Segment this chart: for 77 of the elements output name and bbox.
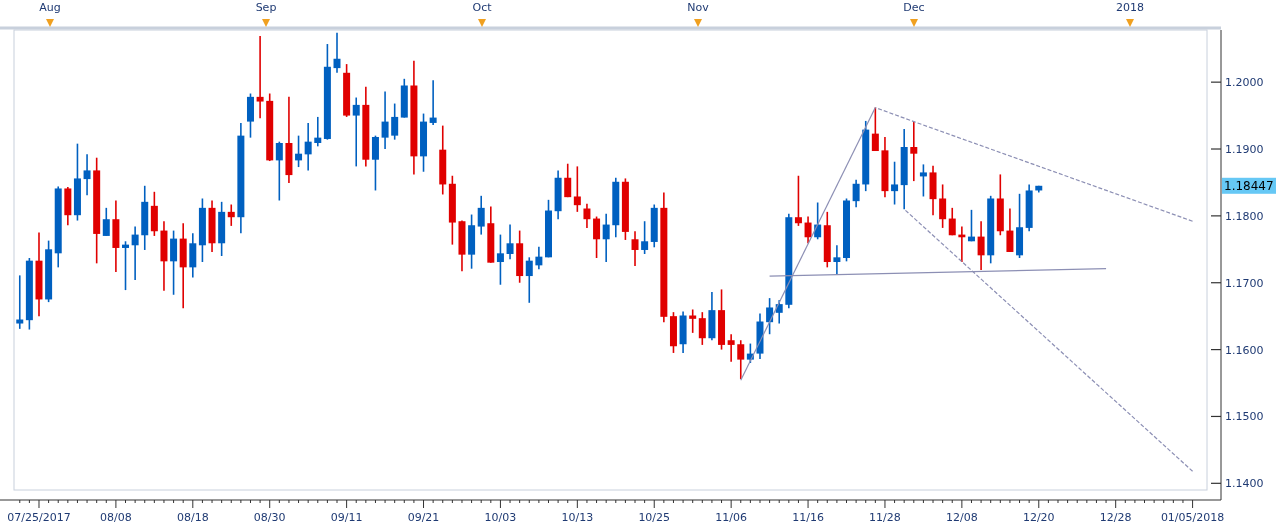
x-tick-label: 12/08 bbox=[946, 511, 978, 524]
x-tick-label: 09/11 bbox=[330, 511, 363, 524]
text: Oct bbox=[472, 1, 493, 14]
candlestick bbox=[314, 116, 322, 148]
candlestick bbox=[766, 297, 774, 336]
candlestick bbox=[891, 160, 899, 206]
candlestick bbox=[833, 244, 841, 275]
candlestick bbox=[506, 223, 514, 261]
text: 2018 bbox=[1116, 1, 1144, 14]
candlestick bbox=[496, 233, 504, 286]
candlestick bbox=[794, 174, 802, 227]
x-tick-label: 10/13 bbox=[561, 511, 594, 524]
candlestick bbox=[391, 102, 399, 141]
x-tick-label: 08/08 bbox=[100, 511, 132, 524]
text: 1.18447 bbox=[1224, 178, 1274, 193]
x-tick-label: 01/05/2018 bbox=[1160, 511, 1225, 524]
candlestick bbox=[948, 207, 956, 237]
y-tick-label: 1.2000 bbox=[1225, 76, 1264, 90]
candlestick bbox=[871, 106, 879, 152]
candlestick bbox=[698, 311, 706, 346]
x-tick-label: 12/20 bbox=[1022, 511, 1055, 524]
candlestick bbox=[939, 183, 947, 229]
y-tick-label: 1.1700 bbox=[1225, 276, 1264, 290]
x-tick-label: 08/18 bbox=[176, 511, 209, 524]
candlestick bbox=[631, 230, 639, 267]
candlestick bbox=[727, 333, 735, 363]
y-tick-label: 1.1900 bbox=[1225, 143, 1264, 157]
candlestick bbox=[275, 140, 283, 202]
x-tick-label: 11/06 bbox=[715, 511, 747, 524]
candlestick bbox=[689, 308, 697, 334]
candlestick bbox=[122, 240, 130, 291]
x-tick-label: 11/28 bbox=[869, 511, 901, 524]
x-tick-label: 12/28 bbox=[1099, 511, 1132, 524]
candlestick bbox=[583, 203, 591, 229]
candlestick bbox=[641, 220, 649, 255]
candlestick bbox=[977, 220, 985, 271]
x-tick-label: 10/25 bbox=[638, 511, 671, 524]
y-tick-label: 1.1400 bbox=[1225, 477, 1264, 491]
text: Dec bbox=[903, 1, 925, 14]
candlestick bbox=[371, 134, 379, 192]
candlestick bbox=[170, 229, 178, 296]
x-tick-label: 08/30 bbox=[253, 511, 286, 524]
candlestick bbox=[131, 225, 139, 281]
candlestick bbox=[852, 178, 860, 208]
candlestick bbox=[737, 339, 745, 380]
candlestick bbox=[477, 195, 485, 236]
candlestick bbox=[535, 245, 543, 271]
candlestick bbox=[381, 90, 389, 150]
y-tick-label: 1.1600 bbox=[1225, 343, 1264, 357]
x-tick-label: 10/03 bbox=[484, 511, 517, 524]
candlestick bbox=[304, 122, 312, 172]
candlestick bbox=[593, 215, 601, 259]
candlestick bbox=[102, 207, 110, 237]
candlestick bbox=[352, 96, 360, 168]
candlestick bbox=[573, 165, 581, 213]
x-tick-label: 07/25/2017 bbox=[7, 511, 71, 524]
candlestick bbox=[256, 35, 264, 120]
candlestick bbox=[602, 213, 610, 263]
candlestick bbox=[919, 163, 927, 198]
text: Nov bbox=[687, 1, 710, 14]
candlestick bbox=[1006, 207, 1014, 253]
candlestick bbox=[804, 215, 812, 245]
y-tick-label: 1.1500 bbox=[1225, 410, 1264, 424]
candlestick bbox=[83, 153, 91, 196]
candlestick bbox=[333, 31, 341, 74]
x-tick-label: 11/16 bbox=[792, 511, 824, 524]
text: Sep bbox=[255, 1, 277, 14]
text: Aug bbox=[39, 1, 61, 14]
candlestick bbox=[227, 203, 235, 227]
candlestick bbox=[16, 274, 24, 330]
candlestick bbox=[775, 299, 783, 325]
candlestick bbox=[564, 162, 572, 198]
candlestick bbox=[910, 120, 918, 182]
candlestick bbox=[429, 79, 437, 126]
y-tick-label: 1.1800 bbox=[1225, 209, 1264, 223]
candlestick bbox=[525, 256, 533, 304]
x-tick-label: 09/21 bbox=[407, 511, 440, 524]
